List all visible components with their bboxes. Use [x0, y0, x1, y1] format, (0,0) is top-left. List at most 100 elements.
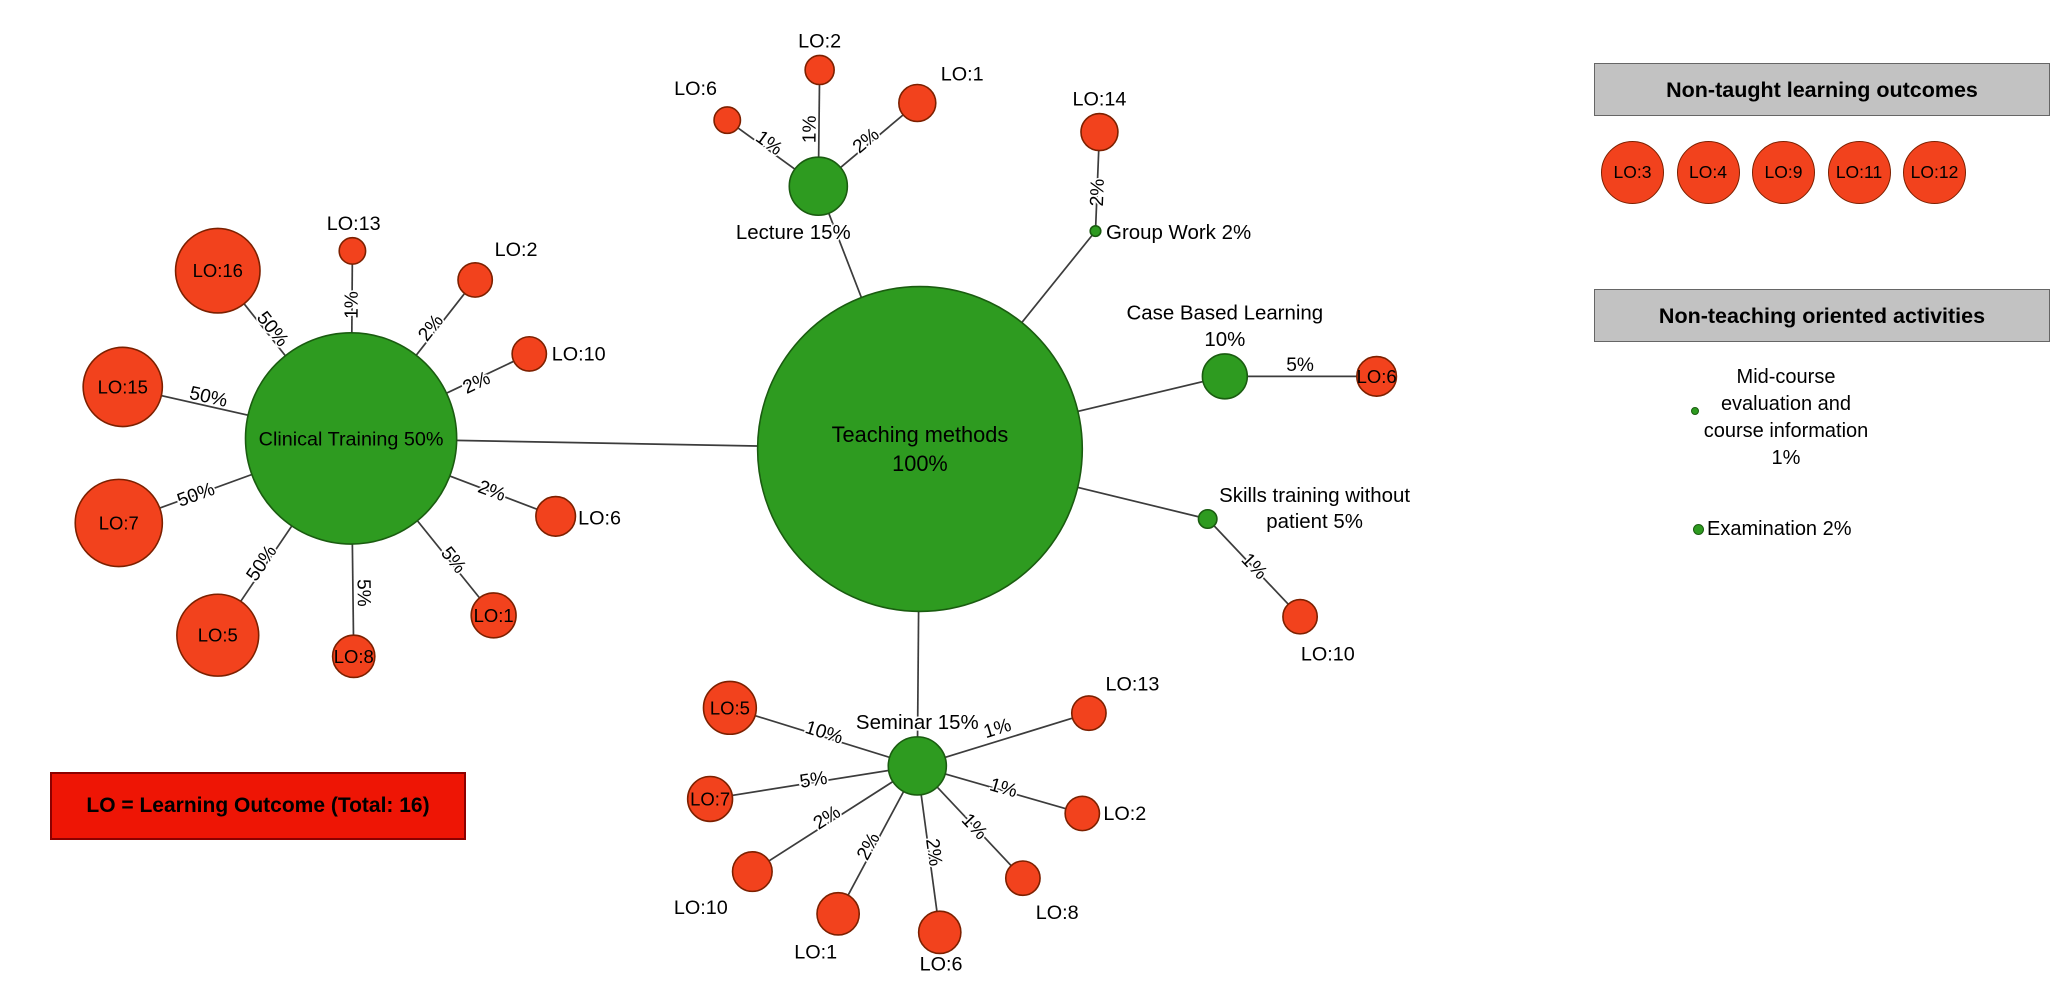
- outcome-node-c8: [331, 634, 376, 679]
- outcome-node-se10: [731, 850, 773, 893]
- node-label-se6: LO:6: [920, 954, 963, 976]
- edge-skills-s10: [1207, 518, 1301, 618]
- node-layer: [74, 54, 1398, 955]
- activity-examination: Examination 2%: [1693, 517, 1852, 541]
- outcome-node-l2: [804, 54, 835, 86]
- non-taught-outcome-circle: LO:11: [1827, 141, 1891, 204]
- edge-percentage-label: 10%: [803, 717, 846, 748]
- outcome-node-c16: [174, 227, 261, 314]
- outcome-node-se13: [1070, 695, 1107, 732]
- node-label-lecture: Lecture 15%: [736, 221, 851, 244]
- outcome-node-se5: [702, 680, 758, 736]
- activity-text-line: Examination 2%: [1707, 518, 1852, 540]
- method-node-teaching: [756, 285, 1084, 613]
- outcome-node-l1: [898, 83, 937, 123]
- legend-box: LO = Learning Outcome (Total: 16): [50, 772, 466, 840]
- node-label-teaching: Teaching methods 100%: [832, 422, 1009, 476]
- method-node-groupwork: [1089, 225, 1102, 238]
- non-taught-outcome-circle: LO:3: [1601, 141, 1664, 204]
- edge-percentage-label: 2%: [921, 837, 946, 867]
- outcome-node-lo14: [1080, 112, 1119, 152]
- outcome-node-c10: [511, 335, 548, 372]
- method-node-clinical: [244, 331, 458, 545]
- edge-percentage-label: 2%: [475, 477, 508, 506]
- node-label-se13: LO:13: [1105, 674, 1159, 696]
- node-label-groupwork: Group Work 2%: [1106, 221, 1251, 244]
- method-node-lecture: [788, 156, 849, 217]
- outcome-node-c1: [470, 592, 517, 639]
- node-label-c16: LO:16: [193, 260, 243, 281]
- outcome-node-cb6: [1356, 355, 1398, 397]
- node-label-c10: LO:10: [552, 344, 606, 366]
- activity-examination-label: Examination 2%: [1707, 517, 1852, 541]
- outcome-node-se6: [917, 910, 962, 955]
- examination-dot-icon: [1693, 523, 1704, 535]
- edge-percentage-label: 50%: [252, 308, 292, 351]
- edge-percentage-label: 5%: [436, 543, 470, 578]
- edge-percentage-label: 2%: [849, 124, 884, 158]
- midcourse-dot-icon: [1691, 407, 1699, 415]
- node-label-se2: LO:2: [1103, 803, 1146, 825]
- edge-percentage-label: 50%: [187, 383, 229, 412]
- edge-percentage-label: 2%: [810, 802, 845, 835]
- edge-seminar-se5: [729, 707, 918, 767]
- node-label-l6: LO:6: [674, 78, 717, 100]
- non-taught-outcomes-row: LO:3 LO:4 LO:9 LO:11 LO:12: [1601, 141, 1981, 207]
- edge-seminar-se7: [709, 765, 918, 800]
- method-node-cbl: [1201, 353, 1249, 400]
- node-label-seminar: Seminar 15%: [856, 711, 979, 734]
- activity-midcourse-label: Mid-course evaluation and course informati…: [1661, 364, 1911, 472]
- outcome-node-l6: [713, 106, 742, 135]
- outcome-node-se2: [1064, 795, 1101, 832]
- activity-text-line: course information: [1703, 420, 1869, 442]
- edge-seminar-se13: [917, 712, 1090, 767]
- activity-midcourse: Mid-course evaluation and course informati…: [1661, 364, 1911, 472]
- node-label-c13: LO:13: [327, 213, 381, 235]
- node-label-lo14: LO:14: [1072, 89, 1126, 111]
- method-node-skills: [1197, 508, 1218, 530]
- method-node-seminar: [887, 736, 948, 796]
- activity-text-line: 1%: [1771, 447, 1801, 469]
- outcome-node-c2: [457, 262, 494, 298]
- node-label-s10: LO:10: [1301, 643, 1355, 665]
- activity-text-line: Mid-course: [1736, 366, 1836, 388]
- node-label-c8: LO:8: [334, 646, 374, 667]
- activity-text-line: evaluation and: [1720, 393, 1852, 415]
- node-label-l1: LO:1: [941, 64, 984, 86]
- outcome-node-c6: [535, 495, 577, 537]
- node-label-clinical: Clinical Training 50%: [259, 428, 444, 450]
- node-label-l2: LO:2: [798, 31, 841, 53]
- edge-percentage-label: 1%: [800, 115, 821, 143]
- edge-percentage-label: 50%: [243, 542, 282, 585]
- outcome-node-c7: [74, 478, 164, 568]
- edge-percentage-label: 1%: [981, 715, 1014, 743]
- edge-percentage-label: 5%: [353, 579, 374, 607]
- legend-text: LO = Learning Outcome (Total: 16): [86, 794, 430, 817]
- outcome-node-c5: [176, 593, 260, 677]
- node-label-se5: LO:5: [710, 697, 750, 718]
- node-label-c7: LO:7: [99, 512, 139, 533]
- node-label-se1: LO:1: [794, 942, 837, 964]
- edge-percentage-label: 1%: [751, 127, 786, 160]
- node-label-skills: Skills training without patient 5%: [1219, 484, 1410, 533]
- node-label-cb6: LO:6: [1357, 366, 1397, 387]
- node-label-cbl: Case Based Learning 10%: [1127, 302, 1324, 351]
- node-label-c5: LO:5: [198, 625, 238, 646]
- node-label-se8: LO:8: [1036, 902, 1079, 924]
- non-teaching-header: Non-teaching oriented activities: [1594, 289, 2050, 342]
- edge-percentage-label: 2%: [414, 311, 448, 346]
- outcome-node-se8: [1004, 860, 1041, 897]
- outcome-node-s10: [1282, 598, 1319, 635]
- edge-percentage-label: 5%: [798, 768, 829, 793]
- outcome-node-c13: [338, 236, 367, 265]
- outcome-node-se1: [816, 891, 861, 936]
- non-taught-header: Non-taught learning outcomes: [1594, 63, 2050, 116]
- non-taught-outcome-circle: LO:4: [1676, 141, 1740, 204]
- node-label-c15: LO:15: [98, 376, 148, 397]
- node-label-se10: LO:10: [674, 897, 728, 919]
- node-label-c6: LO:6: [578, 507, 621, 529]
- node-label-c2: LO:2: [495, 239, 538, 261]
- non-taught-outcome-circle: LO:12: [1903, 141, 1966, 204]
